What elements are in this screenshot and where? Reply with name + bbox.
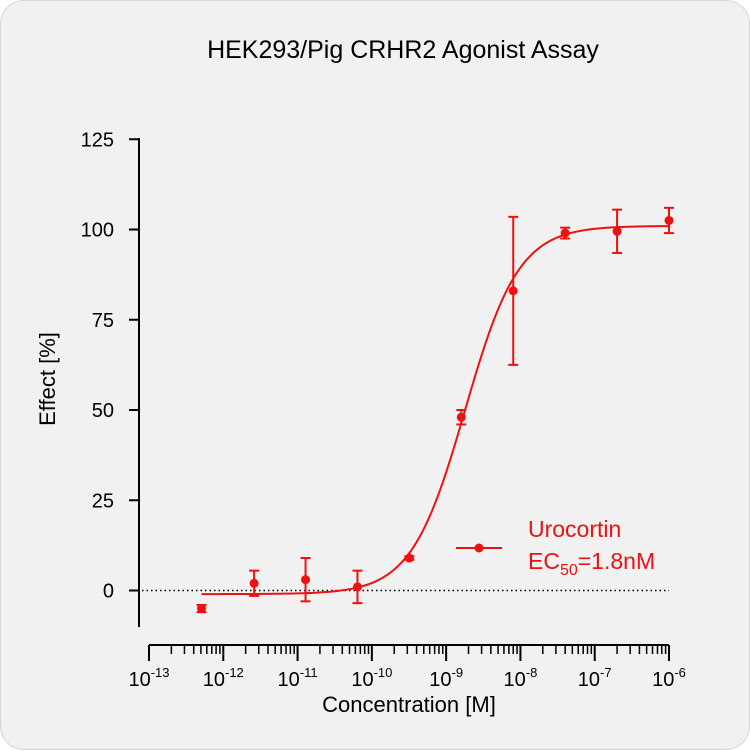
x-tick-base: 10: [351, 669, 373, 691]
x-tick-label: 10-10: [351, 665, 392, 691]
x-tick-label: 10-12: [203, 665, 244, 691]
legend-ec50: EC50=1.8nM: [528, 548, 655, 579]
y-tick-label: 0: [103, 581, 114, 603]
ec50-subscript: 50: [560, 562, 578, 579]
x-tick-base: 10: [504, 669, 526, 691]
y-tick-label: 125: [81, 129, 114, 151]
x-tick-exponent: -12: [225, 665, 244, 680]
x-tick-exponent: -7: [600, 665, 612, 680]
y-tick-label: 100: [81, 220, 114, 242]
x-tick-label: 10-9: [429, 665, 463, 691]
x-ticks: 10-13 10-12 10-11 10-10 10-9 10-8 10-7 10-6: [128, 645, 686, 691]
x-tick-exponent: -8: [526, 665, 538, 680]
data-point: [301, 575, 311, 585]
legend: Urocortin EC50=1.8nM: [456, 516, 655, 579]
x-tick-label: 10-8: [504, 665, 538, 691]
x-tick-exponent: -13: [151, 665, 170, 680]
y-tick-label: 50: [92, 400, 114, 422]
x-tick-label: 10-6: [652, 665, 686, 691]
x-tick-base: 10: [128, 669, 150, 691]
data-point: [249, 578, 259, 588]
x-tick-base: 10: [578, 669, 600, 691]
x-tick-base: 10: [278, 669, 300, 691]
legend-label: Urocortin: [528, 516, 621, 542]
data-point: [197, 604, 207, 614]
y-ticks: 0 25 50 75 100 125: [81, 129, 139, 603]
x-tick-base: 10: [652, 669, 674, 691]
fit-curves: [201, 225, 670, 596]
data-point: [664, 215, 674, 225]
y-tick-label: 75: [92, 310, 114, 332]
data-point: [404, 553, 414, 563]
x-tick-label: 10-13: [128, 665, 169, 691]
y-axis-label: Effect [%]: [35, 332, 60, 426]
x-tick-exponent: -10: [374, 665, 393, 680]
x-tick-exponent: -11: [300, 665, 318, 680]
legend-marker: [474, 543, 484, 553]
x-axis-label: Concentration [M]: [322, 692, 496, 717]
y-tick-label: 25: [92, 490, 114, 512]
data-point: [508, 286, 518, 296]
x-tick-exponent: -6: [674, 665, 686, 680]
x-tick-exponent: -9: [451, 665, 463, 680]
x-tick-label: 10-7: [578, 665, 612, 691]
data-points: [196, 206, 674, 614]
ec50-prefix: EC: [528, 548, 560, 574]
x-tick-label: 10-11: [278, 665, 318, 691]
data-point: [352, 582, 362, 592]
ec50-value: =1.8nM: [578, 548, 655, 574]
data-point: [560, 228, 570, 238]
data-point: [456, 412, 466, 422]
fit-curve: [201, 225, 670, 596]
chart-title: HEK293/Pig CRHR2 Agonist Assay: [207, 36, 599, 64]
x-tick-base: 10: [429, 669, 451, 691]
data-point: [612, 226, 622, 236]
x-tick-base: 10: [203, 669, 225, 691]
